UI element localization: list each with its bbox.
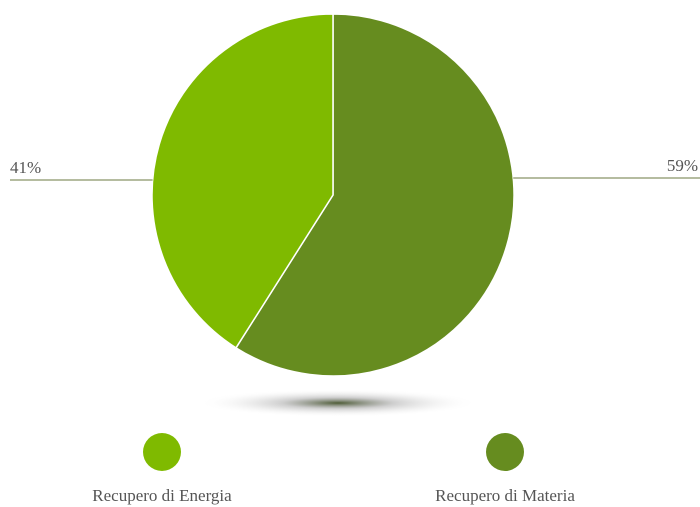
legend-swatch: [486, 433, 524, 471]
data-label: 41%: [10, 158, 41, 177]
legend-swatch: [143, 433, 181, 471]
pie-shadow: [198, 389, 478, 417]
data-label: 59%: [667, 156, 698, 175]
pie-slice: [234, 13, 515, 377]
legend-label: Recupero di Materia: [435, 486, 575, 505]
pie-slice: [151, 13, 334, 349]
legend-label: Recupero di Energia: [92, 486, 232, 505]
